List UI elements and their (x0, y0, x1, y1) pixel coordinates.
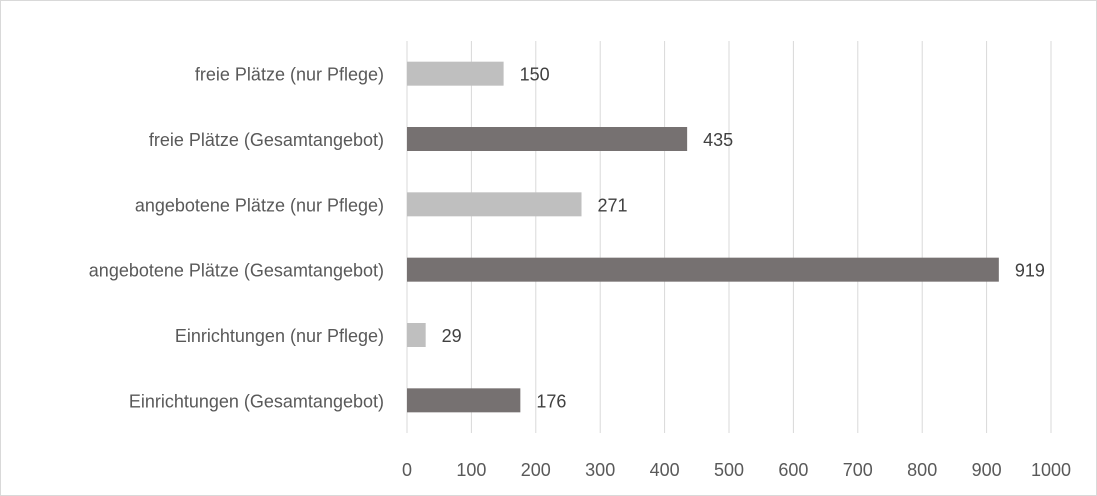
data-label: 919 (1015, 261, 1045, 281)
gridlines (406, 41, 1052, 433)
x-tick-label: 900 (972, 460, 1002, 480)
x-tick-label: 800 (907, 460, 937, 480)
x-tick-label: 200 (521, 460, 551, 480)
x-tick-label: 500 (714, 460, 744, 480)
data-label: 29 (442, 326, 462, 346)
category-label: Einrichtungen (Gesamtangebot) (129, 391, 384, 411)
bars (407, 61, 999, 413)
category-labels: freie Plätze (nur Pflege) freie Plätze (G… (89, 65, 384, 412)
category-label: freie Plätze (nur Pflege) (195, 65, 384, 85)
x-tick-label: 400 (650, 460, 680, 480)
category-label: angebotene Plätze (Gesamtangebot) (89, 261, 384, 281)
data-label: 150 (520, 65, 550, 85)
x-tick-label: 300 (585, 460, 615, 480)
x-axis-tick-labels: 0 100 200 300 400 500 600 700 800 900 1000 (402, 460, 1071, 480)
x-tick-label: 0 (402, 460, 412, 480)
data-label: 271 (598, 195, 628, 215)
bar (407, 127, 688, 151)
category-label: angebotene Plätze (nur Pflege) (135, 195, 384, 215)
bar (407, 192, 582, 217)
category-label: Einrichtungen (nur Pflege) (175, 326, 384, 346)
data-label: 435 (703, 130, 733, 150)
bar (407, 388, 521, 413)
bar (407, 61, 504, 86)
bar (407, 257, 999, 282)
x-tick-label: 700 (843, 460, 873, 480)
x-tick-label: 100 (456, 460, 486, 480)
data-labels: 150 435 271 919 29 176 (442, 65, 1045, 412)
data-label: 176 (536, 391, 566, 411)
bar (407, 323, 426, 347)
category-label: freie Plätze (Gesamtangebot) (149, 130, 384, 150)
x-tick-label: 1000 (1031, 460, 1071, 480)
x-tick-label: 600 (778, 460, 808, 480)
